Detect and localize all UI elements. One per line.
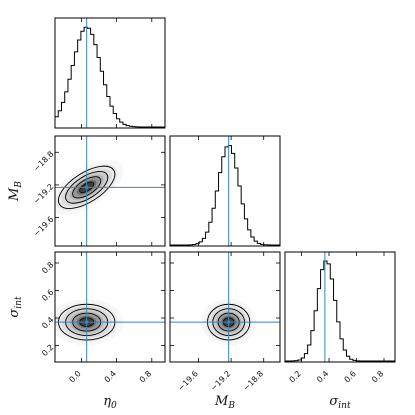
x-tick-label: 0.6 xyxy=(343,369,358,384)
histogram-MB xyxy=(169,136,281,246)
x-tick-label: −19.2 xyxy=(209,369,233,393)
x-tick-label: 0.4 xyxy=(315,369,330,384)
truth-point xyxy=(85,320,89,324)
y-tick-label: 0.8 xyxy=(40,260,55,275)
y-tick-label: −19.2 xyxy=(32,182,56,206)
truth-point xyxy=(227,320,231,324)
y-tick-label: 0.6 xyxy=(40,288,55,303)
y-axis-label-sigma-int: σint xyxy=(7,296,24,318)
histogram-eta0 xyxy=(54,18,166,128)
x-axis-label-MB: MB xyxy=(214,394,235,411)
histogram-step-line xyxy=(169,145,281,246)
y-tick-label: −19.6 xyxy=(32,215,56,239)
x-tick-label: 0.0 xyxy=(67,369,82,384)
contour-line xyxy=(58,165,116,209)
contour-panel-MB-sigma_int xyxy=(170,252,280,362)
panel-frame xyxy=(54,135,166,247)
y-axis-label-MB: MB xyxy=(7,181,24,202)
panel-frame xyxy=(169,251,281,363)
x-tick-label: −19.6 xyxy=(176,369,200,393)
contour-line xyxy=(79,181,95,194)
x-tick-label: 0.2 xyxy=(288,369,303,384)
histogram-sigma_int xyxy=(284,252,396,362)
truth-point xyxy=(85,185,89,189)
panel-frame xyxy=(284,251,396,363)
contour-panel-eta0-MB xyxy=(55,136,165,246)
histogram-step-line xyxy=(54,26,166,128)
x-tick-label: 0.8 xyxy=(138,369,153,384)
y-tick-label: −18.8 xyxy=(32,149,56,173)
panel-frame xyxy=(54,251,166,363)
panel-frame xyxy=(54,17,166,129)
panel-frame xyxy=(169,135,281,247)
y-tick-label: 0.2 xyxy=(40,343,55,358)
contour-line xyxy=(72,176,102,199)
x-tick-label: −18.8 xyxy=(241,369,265,393)
x-tick-label: 0.8 xyxy=(370,369,385,384)
x-axis-label-sigma-int: σint xyxy=(329,394,351,411)
histogram-step-line xyxy=(284,260,396,362)
x-tick-label: 0.4 xyxy=(103,369,118,384)
x-axis-label-eta0: η0 xyxy=(103,394,117,411)
y-tick-label: 0.4 xyxy=(40,315,55,330)
contour-line xyxy=(65,170,109,204)
contour-panel-eta0-sigma_int xyxy=(55,252,165,362)
